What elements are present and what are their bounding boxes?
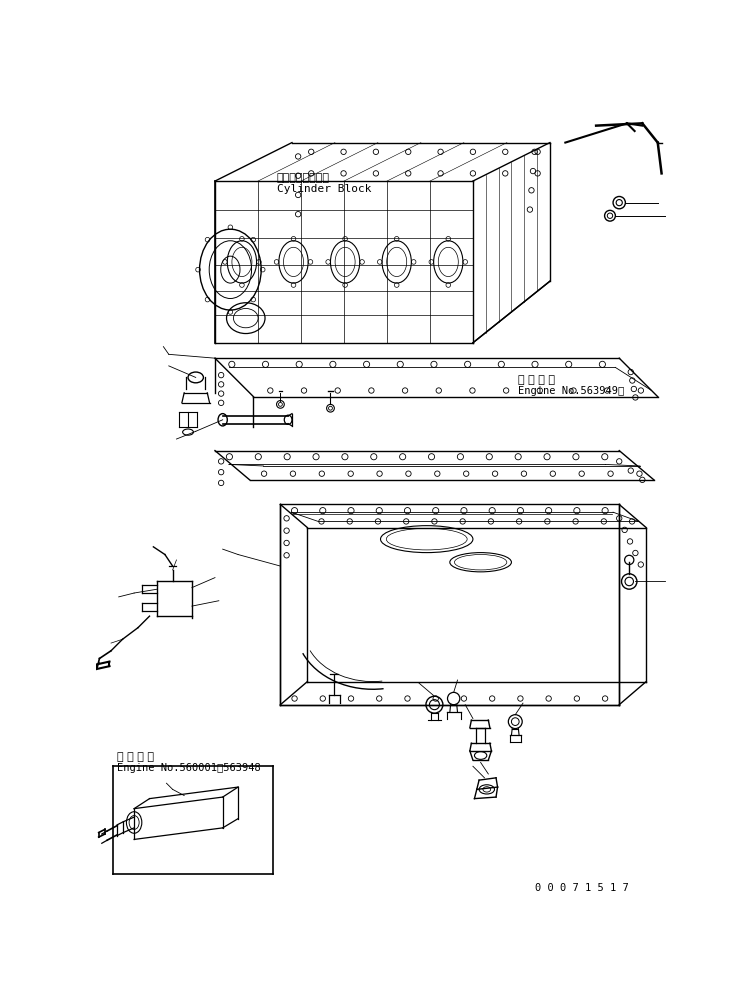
Text: シリンダブロック: シリンダブロック [277,173,329,183]
Text: 適 用 号 機: 適 用 号 機 [117,751,154,761]
Text: Engine No.560001～563948: Engine No.560001～563948 [117,762,261,772]
Text: Cylinder Block: Cylinder Block [277,184,371,194]
Text: Engine No.563949～: Engine No.563949～ [518,386,624,396]
Text: 適 用 号 機: 適 用 号 機 [518,374,554,384]
Text: 0 0 0 7 1 5 1 7: 0 0 0 7 1 5 1 7 [535,882,628,892]
